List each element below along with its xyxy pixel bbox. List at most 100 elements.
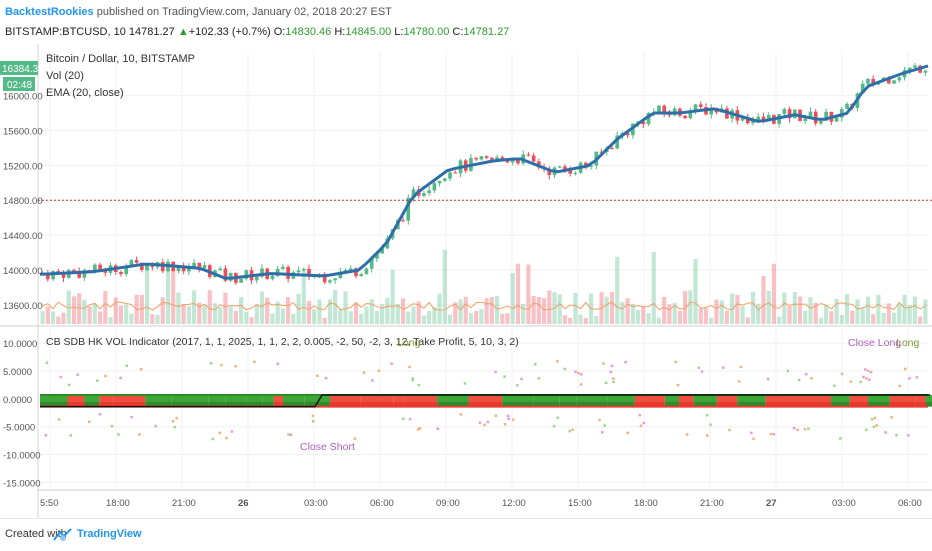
- last-price: 14781.27: [128, 26, 175, 38]
- volume-bar: [662, 296, 667, 324]
- volume-bar: [124, 304, 129, 324]
- volume-bar: [834, 298, 839, 324]
- volume-bar: [432, 306, 437, 324]
- tradingview-link[interactable]: TradingView: [77, 528, 142, 540]
- indicator-fill: [801, 401, 832, 407]
- candle: [348, 268, 353, 270]
- indicator-dot: [402, 417, 405, 420]
- time-axis[interactable]: 5:50 18:00 21:00 26 03:00 06:00 09:00 12:00 15:0…: [40, 498, 922, 509]
- candle: [72, 269, 76, 272]
- indicator-dot: [870, 418, 874, 421]
- candle: [77, 271, 82, 278]
- indicator-dot: [884, 431, 887, 434]
- volume-bar: [348, 311, 353, 324]
- volume-bar: [573, 292, 578, 324]
- indicator-fill: [393, 401, 404, 407]
- indicator-dot: [869, 370, 873, 374]
- volume-bar: [594, 316, 599, 324]
- indicator-dot: [96, 379, 99, 382]
- volume-bar: [494, 295, 500, 324]
- indicator-tick-label: -15.0000: [3, 478, 41, 489]
- indicator-dot: [556, 416, 559, 419]
- indicator-fill: [679, 401, 694, 407]
- indicator-dot: [612, 377, 615, 380]
- indicator-dot: [903, 367, 907, 371]
- volume-bar: [218, 307, 223, 324]
- price-axis[interactable]: 16000.00 15600.00 15200.00 14800.00 14400.00…: [3, 92, 43, 312]
- indicator-fill: [502, 394, 534, 402]
- volume-bar: [322, 317, 327, 324]
- candle: [803, 118, 808, 121]
- volume-bar: [327, 299, 332, 324]
- volume-bar: [756, 303, 761, 324]
- indicator-fill: [84, 394, 100, 402]
- candle: [490, 157, 494, 160]
- indicator-dot: [416, 428, 420, 431]
- indicator-fill: [868, 394, 890, 402]
- volume-bar: [891, 312, 897, 324]
- indicator-fill: [40, 401, 68, 407]
- volume-bar: [510, 273, 515, 324]
- indicator-tick-label: 10.0000: [3, 339, 37, 350]
- indicator-dot: [98, 413, 102, 416]
- candle: [913, 65, 917, 68]
- volume-bar: [630, 303, 635, 324]
- candle: [495, 157, 499, 160]
- time-tick-label: 12:00: [502, 498, 526, 509]
- volume-bar: [709, 317, 714, 324]
- candle: [573, 172, 578, 174]
- indicator-dot: [138, 433, 141, 436]
- indicator-fill: [693, 401, 717, 407]
- indicator-dot: [69, 434, 73, 437]
- volume-bar: [474, 311, 479, 324]
- candle: [834, 117, 839, 122]
- candle: [244, 270, 249, 279]
- volume-bar: [839, 315, 844, 324]
- candle: [296, 270, 301, 273]
- volume-bar: [61, 312, 66, 324]
- footer: Created with TradingView: [0, 518, 932, 551]
- volume-bar: [50, 311, 56, 324]
- volume-bar: [505, 313, 510, 324]
- candle: [761, 116, 766, 121]
- indicator-fill: [849, 394, 869, 402]
- volume-bar: [829, 311, 834, 324]
- candle: [923, 70, 928, 73]
- candle: [484, 156, 489, 158]
- candle: [709, 108, 714, 115]
- indicator-dot: [642, 421, 646, 425]
- indicator-dot: [311, 419, 315, 423]
- indicator-dot: [700, 370, 704, 373]
- indicator-dot: [417, 383, 421, 387]
- candle: [103, 271, 108, 273]
- candle: [192, 262, 196, 268]
- indicator-axis[interactable]: 10.0000 5.0000 0.0000 -5.0000 -10.0000 -15.00…: [3, 339, 41, 489]
- volume-bar: [395, 304, 400, 324]
- candle: [61, 271, 66, 278]
- indicator-dot: [154, 424, 157, 428]
- symbol-label[interactable]: BITSTAMP:BTCUSD, 10: [5, 26, 126, 38]
- ohlc-line: BITSTAMP:BTCUSD, 10 14781.27 ▲+102.33 (+…: [5, 26, 509, 38]
- volume-bar: [212, 303, 218, 324]
- candle: [698, 104, 703, 108]
- indicator-dot: [568, 429, 571, 433]
- volume-bar: [385, 297, 390, 324]
- author-link[interactable]: BacktestRookies: [5, 6, 94, 18]
- indicator-dot: [408, 417, 412, 421]
- indicator-fill: [915, 401, 926, 407]
- indicator-fill: [664, 401, 680, 407]
- volume-bar: [672, 302, 677, 324]
- indicator-dot: [110, 424, 114, 428]
- candle: [766, 115, 771, 121]
- indicator-fill: [502, 401, 534, 407]
- indicator-dot: [311, 414, 315, 418]
- indicator-fill: [533, 401, 560, 407]
- indicator-fill: [559, 401, 577, 407]
- volume-bar: [855, 299, 860, 324]
- chart-canvas[interactable]: 16000.00 15600.00 15200.00 14800.00 14400.00…: [0, 44, 932, 518]
- volume-bar: [108, 317, 113, 324]
- indicator-fill: [801, 394, 832, 402]
- indicator-dot: [571, 428, 574, 432]
- indicator-dot: [316, 374, 319, 378]
- candle: [505, 159, 510, 163]
